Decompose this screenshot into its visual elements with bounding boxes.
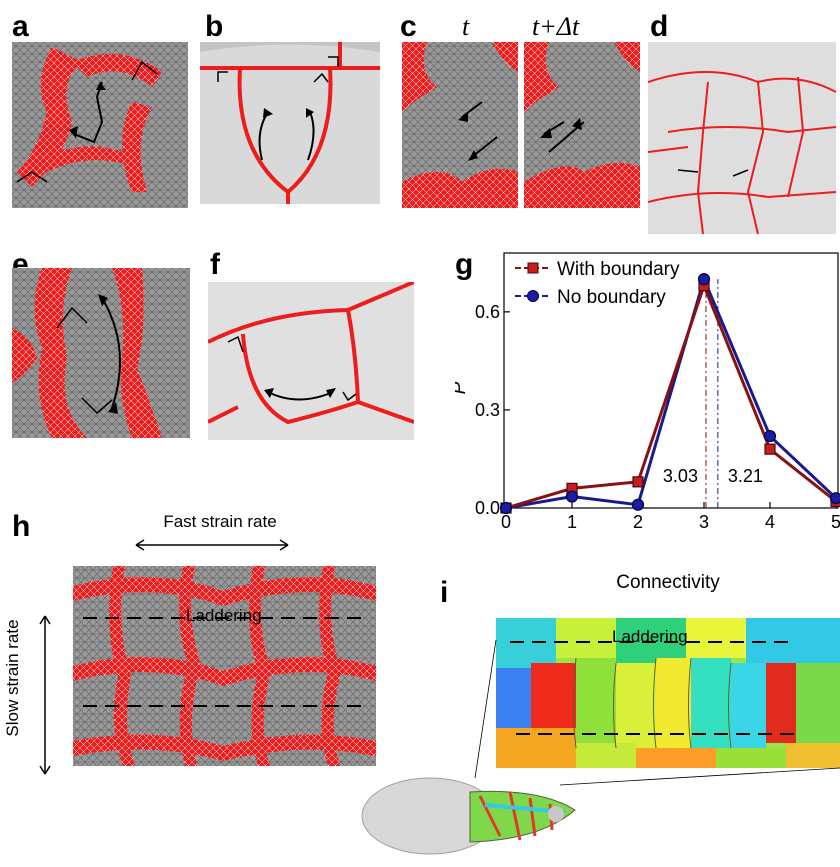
skull-illustration bbox=[360, 770, 580, 862]
panel-letter-i: i bbox=[440, 578, 448, 608]
mean-annotation: 3.21 bbox=[728, 466, 763, 486]
x-tick-label: 0 bbox=[501, 512, 511, 532]
legend-marker-square bbox=[528, 263, 538, 273]
mean-annotation: 3.03 bbox=[663, 466, 698, 486]
fast-strain-arrow-icon bbox=[132, 538, 292, 552]
data-point-circle bbox=[831, 493, 840, 504]
panel-d-image bbox=[648, 42, 836, 234]
panel-f-image bbox=[208, 282, 414, 440]
legend-marker-circle bbox=[528, 291, 539, 302]
x-tick-label: 3 bbox=[699, 512, 709, 532]
x-axis-label: Connectivity bbox=[616, 572, 720, 593]
data-point-circle bbox=[765, 431, 776, 442]
panel-letter-h: h bbox=[12, 512, 30, 542]
data-point-circle bbox=[501, 503, 512, 514]
y-tick-label: 0.0 bbox=[475, 498, 500, 518]
panel-h-image bbox=[73, 566, 376, 766]
slow-strain-arrow-icon bbox=[38, 612, 52, 778]
slow-strain-rate-label: Slow strain rate bbox=[3, 578, 23, 778]
x-tick-label: 5 bbox=[831, 512, 840, 532]
data-point-square bbox=[765, 444, 775, 454]
panel-c-image-t bbox=[402, 42, 518, 208]
panel-c-t-dt-label: t+Δt bbox=[532, 12, 579, 42]
panel-letter-d: d bbox=[650, 12, 668, 42]
panel-c-image-t-dt bbox=[524, 42, 640, 208]
panel-c-t-label: t bbox=[462, 12, 469, 42]
y-axis-label: P bbox=[455, 381, 470, 394]
data-point-circle bbox=[633, 499, 644, 510]
panel-b-image bbox=[200, 42, 380, 204]
panel-letter-f: f bbox=[210, 250, 220, 280]
data-point-square bbox=[633, 477, 643, 487]
slow-strain-rate-label-wrap: Slow strain rate bbox=[0, 580, 26, 780]
y-tick-label: 0.6 bbox=[475, 302, 500, 322]
panel-letter-c: c bbox=[400, 12, 417, 42]
y-tick-label: 0.3 bbox=[475, 400, 500, 420]
x-tick-label: 4 bbox=[765, 512, 775, 532]
data-point-circle bbox=[567, 491, 578, 502]
connectivity-chart-svg: 0 1 2 3 4 5 0.0 0.3 0.6 3.03 3.21 With boundary No… bbox=[455, 248, 840, 593]
legend-label: No boundary bbox=[557, 287, 666, 308]
data-point-circle bbox=[699, 274, 710, 285]
panel-a-image bbox=[12, 42, 188, 208]
panel-letter-a: a bbox=[12, 12, 29, 42]
x-tick-label: 1 bbox=[567, 512, 577, 532]
x-tick-label: 2 bbox=[633, 512, 643, 532]
legend-label: With boundary bbox=[557, 259, 680, 280]
panel-e-image bbox=[12, 268, 190, 438]
panel-h-laddering-label: Laddering bbox=[186, 606, 262, 626]
chart-legend: With boundary No boundary bbox=[515, 259, 680, 308]
panel-g-chart: 0 1 2 3 4 5 0.0 0.3 0.6 3.03 3.21 With boundary No… bbox=[455, 248, 840, 593]
fast-strain-rate-label: Fast strain rate bbox=[135, 512, 305, 536]
panel-letter-b: b bbox=[205, 12, 223, 42]
